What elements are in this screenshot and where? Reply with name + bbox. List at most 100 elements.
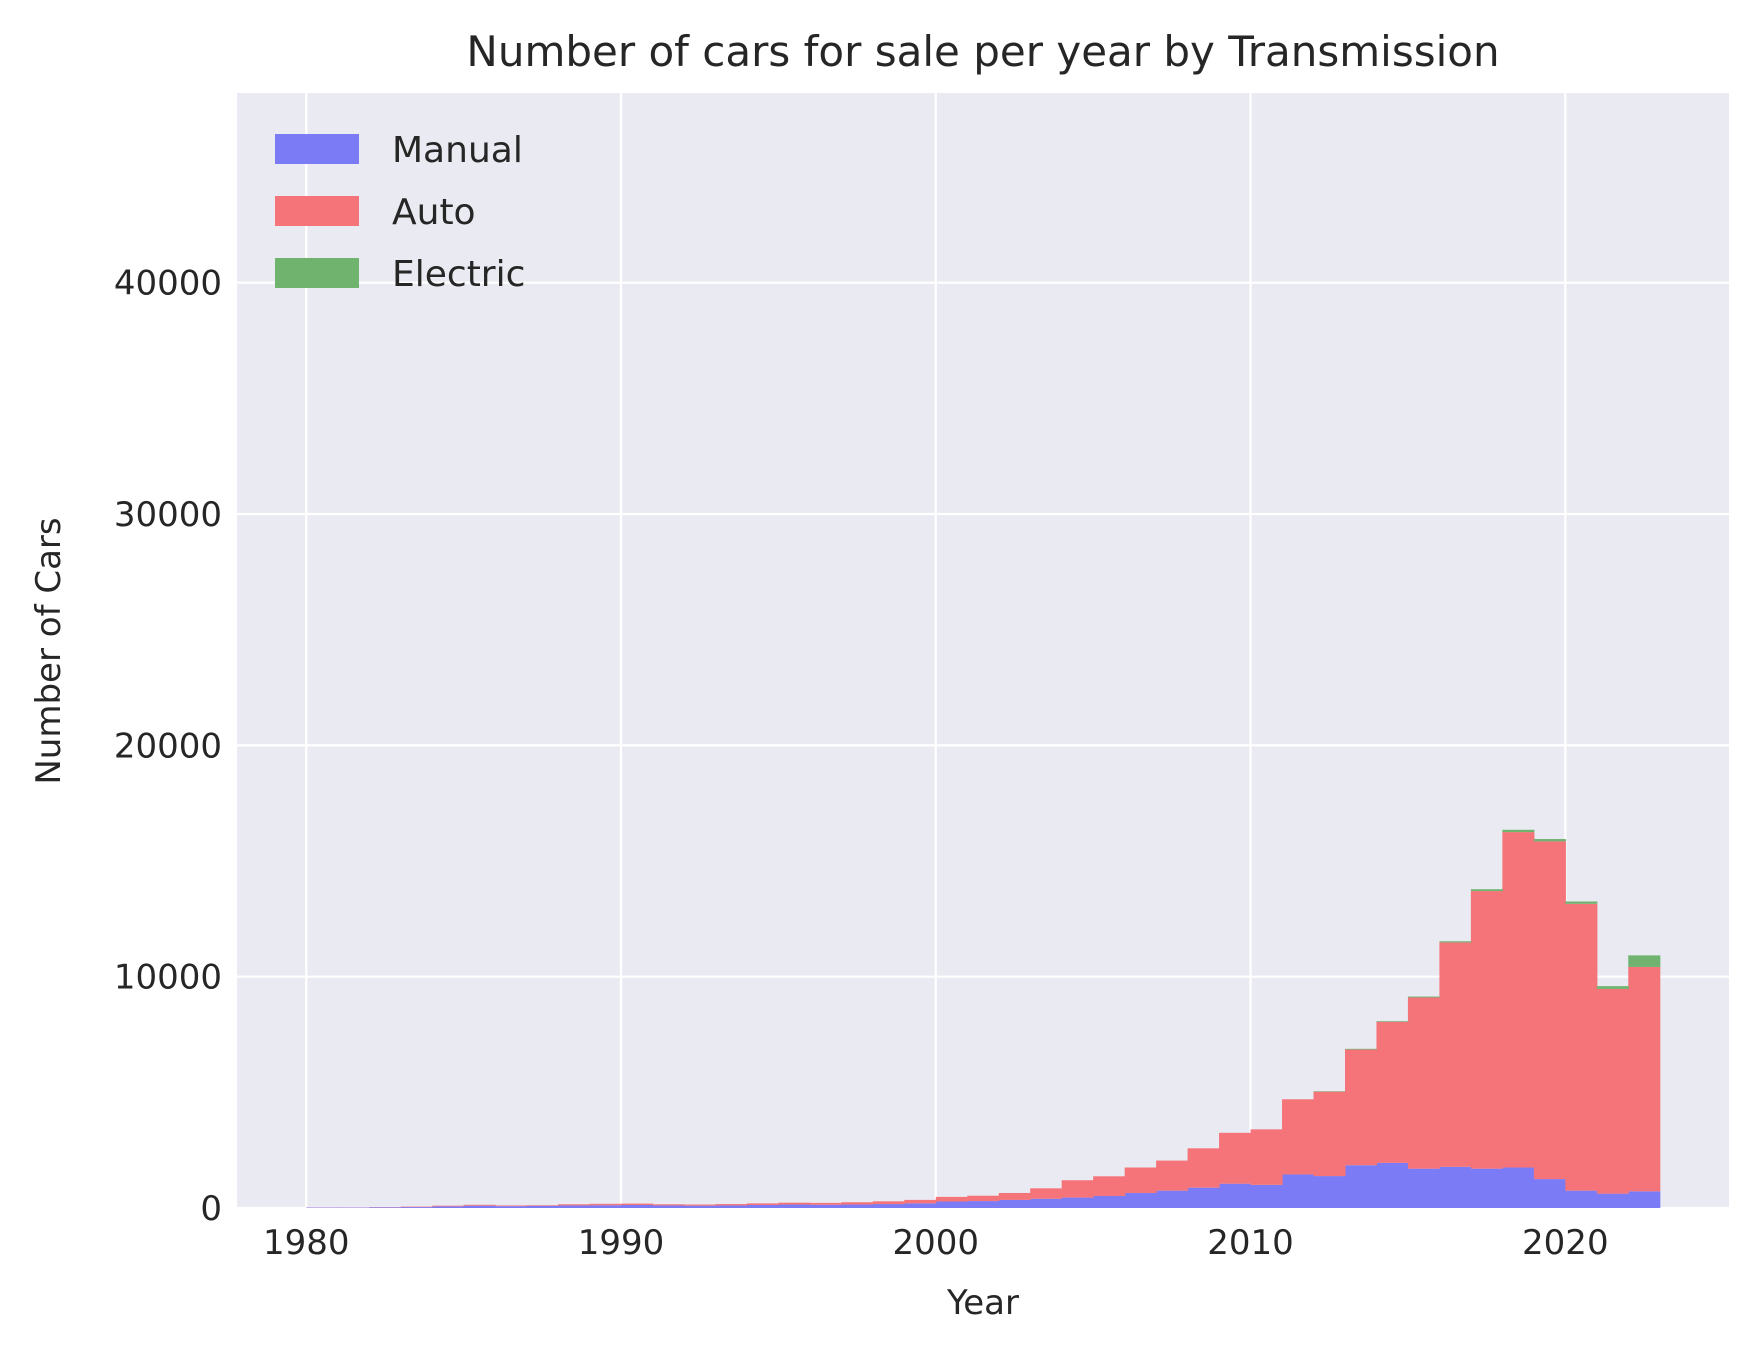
bar-auto-1993 [715,1204,748,1206]
bar-manual-2009 [1219,1183,1252,1208]
bar-manual-2004 [1061,1197,1094,1208]
bar-auto-2002 [998,1192,1031,1200]
x-tick-label-2000: 2000 [893,1223,980,1263]
bar-manual-1997 [841,1204,874,1208]
bar-electric-2021 [1596,986,1629,989]
bar-electric-2022 [1628,955,1661,967]
bar-auto-1997 [841,1202,874,1205]
bar-electric-2018 [1502,829,1535,833]
x-tick-label-1980: 1980 [263,1223,350,1263]
bar-manual-1988 [558,1205,591,1208]
bar-auto-2021 [1596,988,1629,1194]
bar-auto-2014 [1376,1021,1409,1163]
bar-manual-2019 [1533,1179,1566,1208]
bar-manual-1986 [495,1206,528,1208]
y-tick-label-20000: 20000 [114,726,222,766]
legend-label-manual: Manual [392,130,523,171]
bar-auto-1999 [904,1199,937,1204]
bar-manual-2010 [1250,1184,1283,1208]
bar-auto-1994 [746,1203,780,1205]
bar-auto-1989 [589,1203,622,1206]
y-tick-label-30000: 30000 [114,495,222,535]
bar-auto-1988 [558,1204,591,1206]
bar-manual-2021 [1596,1193,1629,1208]
bar-auto-2009 [1219,1132,1252,1184]
y-tick-label-0: 0 [200,1189,222,1229]
bar-manual-1987 [526,1205,559,1208]
bar-auto-2015 [1407,997,1441,1169]
bar-electric-2016 [1439,941,1472,943]
bar-manual-2000 [935,1201,968,1208]
bar-manual-2014 [1376,1162,1409,1208]
bar-manual-2018 [1502,1167,1535,1208]
bar-auto-2019 [1533,841,1566,1180]
bar-manual-2003 [1030,1198,1063,1208]
bar-manual-2008 [1187,1187,1220,1208]
legend: Manual Auto Electric [275,130,525,295]
bar-manual-1992 [683,1205,717,1208]
bar-manual-2005 [1093,1195,1126,1208]
bar-auto-2016 [1439,942,1472,1167]
bar-auto-2010 [1250,1129,1283,1185]
bar-electric-2013 [1344,1048,1378,1050]
bar-manual-2002 [998,1199,1031,1208]
y-tick-label-10000: 10000 [114,958,222,998]
bar-manual-1995 [778,1204,811,1208]
bar-manual-1999 [904,1203,937,1208]
bar-manual-1982 [369,1207,402,1208]
bar-auto-1987 [526,1205,559,1206]
bar-auto-2012 [1313,1091,1346,1177]
x-tick-label-1990: 1990 [578,1223,665,1263]
bar-auto-2017 [1470,891,1503,1169]
bars [306,829,1661,1208]
bar-manual-1998 [872,1204,905,1208]
bar-manual-2013 [1344,1165,1378,1208]
bar-manual-2017 [1470,1168,1503,1208]
legend-label-auto: Auto [392,192,476,233]
bar-auto-2011 [1282,1099,1315,1175]
y-tick-label-40000: 40000 [114,264,222,304]
bar-electric-2020 [1565,901,1598,904]
y-axis-ticks: 0 10000 20000 30000 40000 [114,264,222,1229]
bar-manual-2001 [967,1201,1000,1208]
bar-auto-2006 [1124,1167,1157,1193]
bar-auto-1992 [683,1204,717,1206]
bar-auto-2004 [1061,1180,1094,1198]
bar-manual-1993 [715,1205,748,1208]
bar-manual-1983 [400,1207,433,1208]
bar-manual-1994 [746,1204,780,1208]
bar-manual-2011 [1282,1174,1315,1208]
bar-manual-1996 [809,1204,842,1208]
bar-manual-2020 [1565,1190,1598,1208]
bar-manual-2006 [1124,1192,1157,1208]
bar-auto-2000 [935,1196,968,1202]
bar-manual-2015 [1407,1168,1441,1208]
bar-auto-2018 [1502,832,1535,1168]
bar-manual-1989 [589,1205,622,1208]
bar-auto-2003 [1030,1188,1063,1199]
bar-manual-1990 [621,1204,654,1208]
bar-electric-2019 [1533,839,1566,842]
bar-auto-2013 [1344,1049,1378,1166]
bar-auto-1984 [432,1205,465,1207]
chart-title: Number of cars for sale per year by Tran… [466,27,1499,76]
bar-auto-1985 [463,1204,496,1206]
bar-auto-1998 [872,1201,905,1205]
bar-auto-2022 [1628,966,1661,1192]
bar-auto-2020 [1565,903,1598,1191]
bar-auto-1990 [621,1203,654,1205]
bar-electric-2015 [1407,996,1441,998]
bar-manual-2007 [1156,1190,1189,1208]
bar-auto-2008 [1187,1148,1220,1188]
bar-auto-1991 [652,1204,685,1206]
bar-manual-2012 [1313,1176,1346,1208]
bar-manual-1991 [652,1205,685,1208]
bar-manual-1984 [432,1206,465,1208]
bar-manual-2016 [1439,1166,1472,1208]
bar-manual-2022 [1628,1191,1661,1208]
bar-auto-2007 [1156,1160,1189,1191]
bar-auto-1996 [809,1202,842,1205]
bar-auto-1986 [495,1205,528,1207]
bar-auto-1995 [778,1202,811,1205]
